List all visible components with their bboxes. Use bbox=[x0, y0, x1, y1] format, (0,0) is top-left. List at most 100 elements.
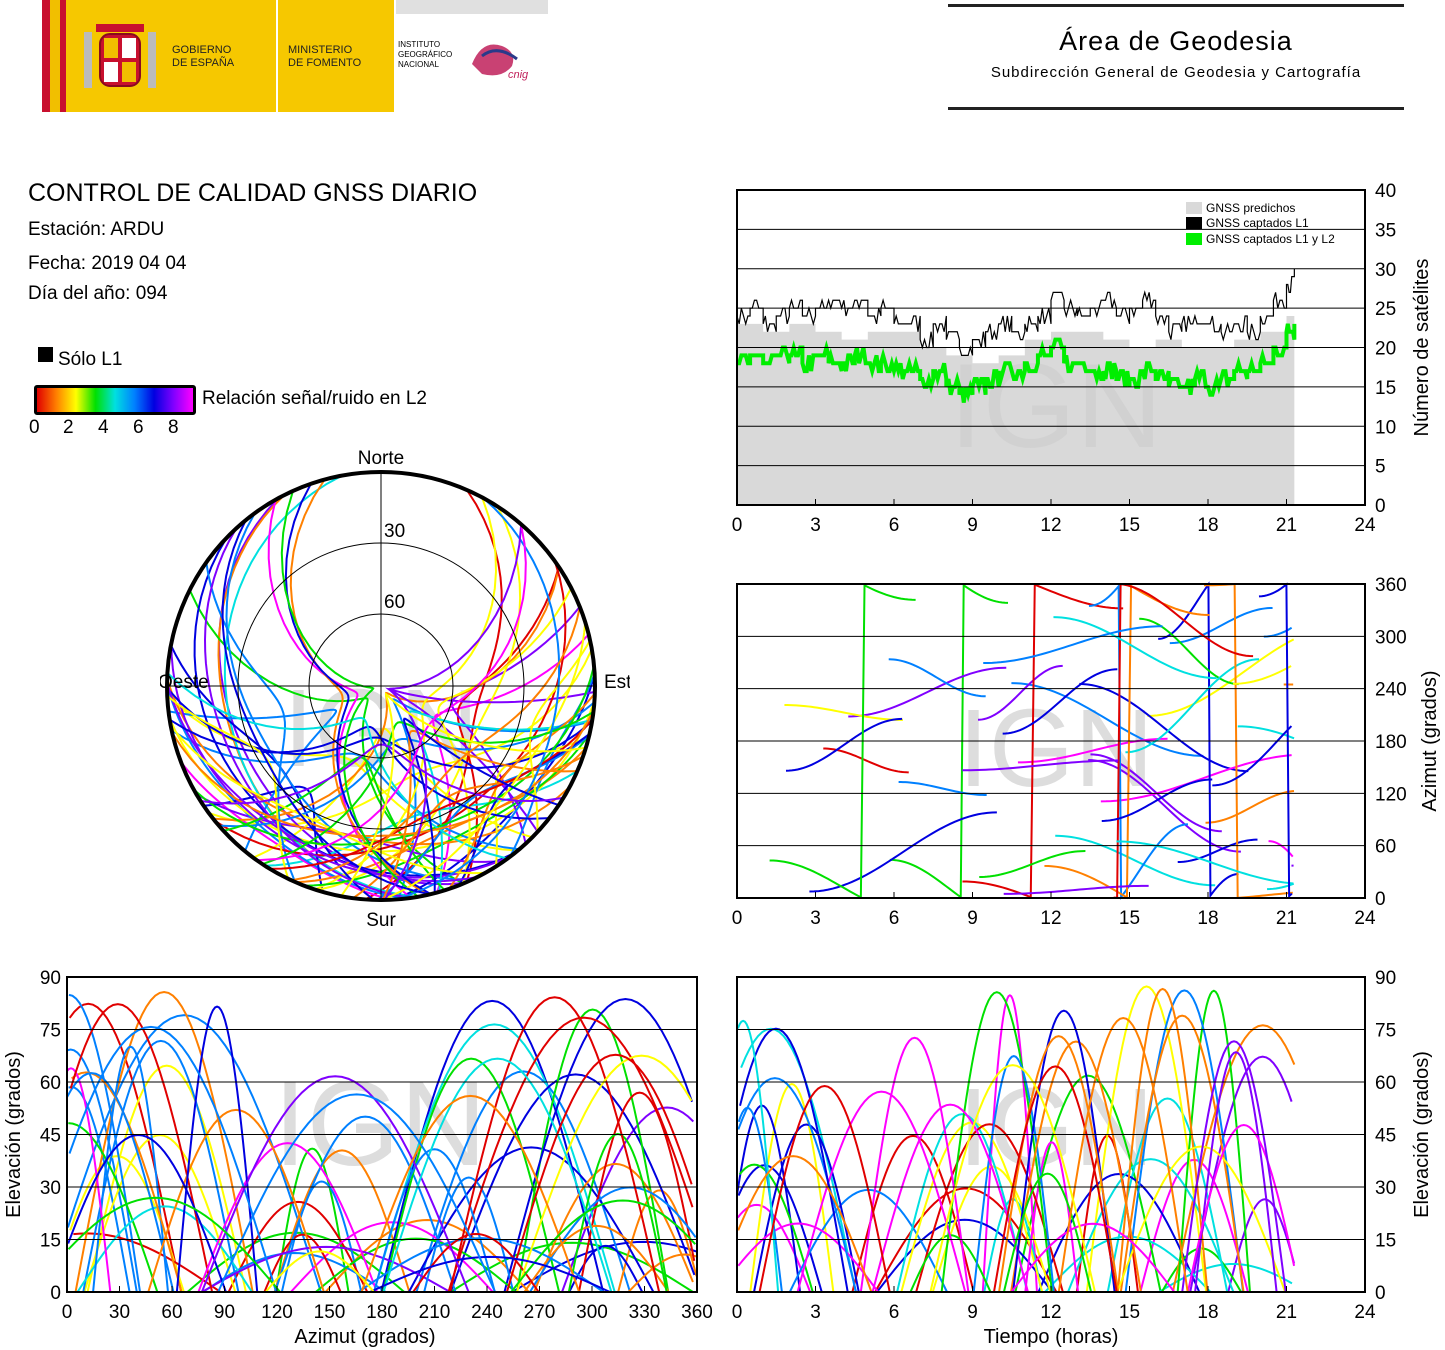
elaz-track bbox=[449, 996, 661, 1293]
cnig-text: cnig bbox=[508, 69, 529, 81]
azimuth-track bbox=[1079, 682, 1249, 773]
label-west: Oeste bbox=[160, 672, 209, 693]
elt-track bbox=[972, 1054, 1055, 1293]
elevation-azimuth-plot-area: IGN 0 15 30 45 60 75 90 0 30 60 90 120 150 180 210 240 27… bbox=[40, 968, 713, 1323]
sky-track bbox=[289, 479, 430, 896]
elaz-track bbox=[92, 1045, 169, 1293]
azimuth-track bbox=[1003, 884, 1149, 895]
elt-track bbox=[737, 1222, 879, 1293]
elaz-track bbox=[369, 1255, 611, 1293]
sky-track bbox=[394, 497, 561, 901]
azimuth-track bbox=[1232, 665, 1292, 685]
elaz-track bbox=[515, 1054, 693, 1293]
doy-label: Día del año: 094 bbox=[28, 283, 168, 304]
az-ytick: 120 bbox=[1375, 784, 1407, 805]
elaz-xtick: 300 bbox=[576, 1302, 608, 1323]
azimuth-track bbox=[1237, 725, 1295, 740]
ministerio-logo: MINISTERIO DE FOMENTO bbox=[278, 0, 394, 112]
inst-line2: GEOGRÁFICO bbox=[398, 50, 453, 59]
sky-track bbox=[166, 694, 290, 880]
az-xtick: 12 bbox=[1040, 908, 1061, 929]
az-xtick: 21 bbox=[1276, 908, 1297, 929]
coat-of-arms-icon bbox=[84, 24, 156, 88]
elaz-track bbox=[373, 1148, 496, 1293]
elt-xlabel: Tiempo (horas) bbox=[984, 1326, 1119, 1348]
sat-xtick: 12 bbox=[1040, 515, 1061, 535]
sat-ytick: 30 bbox=[1375, 260, 1396, 281]
azimuth-track bbox=[1205, 790, 1295, 824]
sky-track bbox=[205, 562, 297, 883]
elt-track bbox=[1012, 1009, 1116, 1293]
elaz-track bbox=[86, 1064, 247, 1293]
sky-track bbox=[256, 524, 527, 862]
sat-xtick: 9 bbox=[967, 515, 978, 535]
ign-text: INSTITUTO GEOGRÁFICO NACIONAL bbox=[398, 40, 452, 70]
satellites-ylabel: Número de satélites bbox=[1411, 259, 1433, 437]
elt-track bbox=[1176, 989, 1251, 1293]
sky-track bbox=[262, 711, 594, 866]
elaz-track bbox=[202, 1252, 387, 1293]
elt-frame bbox=[736, 976, 1366, 1293]
elaz-xtick: 0 bbox=[62, 1302, 73, 1323]
elaz-track bbox=[217, 1093, 497, 1293]
elaz-ytick: 0 bbox=[50, 1283, 61, 1304]
elaz-xtick: 330 bbox=[629, 1302, 661, 1323]
header-bottom-rule bbox=[948, 107, 1404, 110]
sky-track bbox=[304, 733, 591, 887]
elaz-track bbox=[523, 1224, 670, 1293]
elaz-track bbox=[67, 1134, 227, 1293]
sat-xtick: 15 bbox=[1119, 515, 1140, 535]
area-subtitle: Subdirección General de Geodesia y Carto… bbox=[990, 64, 1362, 81]
elt-track bbox=[940, 991, 1054, 1293]
elt-track bbox=[859, 1036, 970, 1293]
elaz-track bbox=[76, 1205, 253, 1293]
elaz-track bbox=[264, 1250, 375, 1293]
elaz-track bbox=[68, 1085, 131, 1293]
elaz-ytick: 45 bbox=[40, 1126, 61, 1147]
sat-watermark: IGN bbox=[949, 339, 1162, 473]
elaz-track bbox=[510, 1199, 697, 1293]
az-ytick: 0 bbox=[1375, 889, 1386, 910]
elaz-track bbox=[412, 1232, 540, 1293]
elaz-ytick: 60 bbox=[40, 1073, 61, 1094]
azimuth-track bbox=[977, 664, 1063, 721]
elaz-xtick: 30 bbox=[109, 1302, 130, 1323]
snr-tick-8: 8 bbox=[168, 417, 179, 438]
series-l1-line bbox=[736, 268, 1295, 356]
azimuth-track bbox=[898, 780, 987, 797]
sat-xtick: 0 bbox=[732, 515, 743, 535]
elaz-xtick: 60 bbox=[161, 1302, 182, 1323]
elt-track bbox=[1186, 1124, 1296, 1293]
azimuth-track bbox=[1002, 668, 1118, 735]
elaz-track bbox=[74, 990, 254, 1293]
elt-ytick: 60 bbox=[1375, 1073, 1396, 1094]
sat-ytick: 0 bbox=[1375, 496, 1386, 517]
elaz-xtick: 270 bbox=[524, 1302, 556, 1323]
elaz-track bbox=[568, 1244, 644, 1293]
elaz-track bbox=[357, 1237, 605, 1293]
ring-label-60: 60 bbox=[384, 592, 405, 613]
elaz-xtick: 210 bbox=[419, 1302, 451, 1323]
elt-track bbox=[1158, 1262, 1293, 1293]
snr-tick-4: 4 bbox=[98, 417, 109, 438]
elt-xtick: 21 bbox=[1276, 1302, 1297, 1323]
azimuth-track bbox=[809, 811, 997, 893]
elaz-track bbox=[69, 1003, 214, 1293]
sky-track bbox=[528, 639, 591, 833]
sky-track bbox=[221, 519, 431, 896]
elt-track bbox=[1194, 1051, 1278, 1293]
azimuth-track bbox=[962, 759, 1119, 772]
cnig-logo-icon: cnig bbox=[472, 44, 529, 81]
sat-ytick: 15 bbox=[1375, 378, 1396, 399]
elaz-track bbox=[66, 1072, 175, 1293]
elt-track bbox=[1067, 1158, 1235, 1293]
elt-track bbox=[737, 1155, 873, 1293]
elaz-track bbox=[382, 1057, 561, 1293]
elt-ylabel: Elevación (grados) bbox=[1411, 1051, 1433, 1218]
azimuth-track bbox=[889, 583, 1009, 900]
elaz-track bbox=[175, 1005, 259, 1293]
azimuth-track bbox=[979, 850, 1086, 879]
